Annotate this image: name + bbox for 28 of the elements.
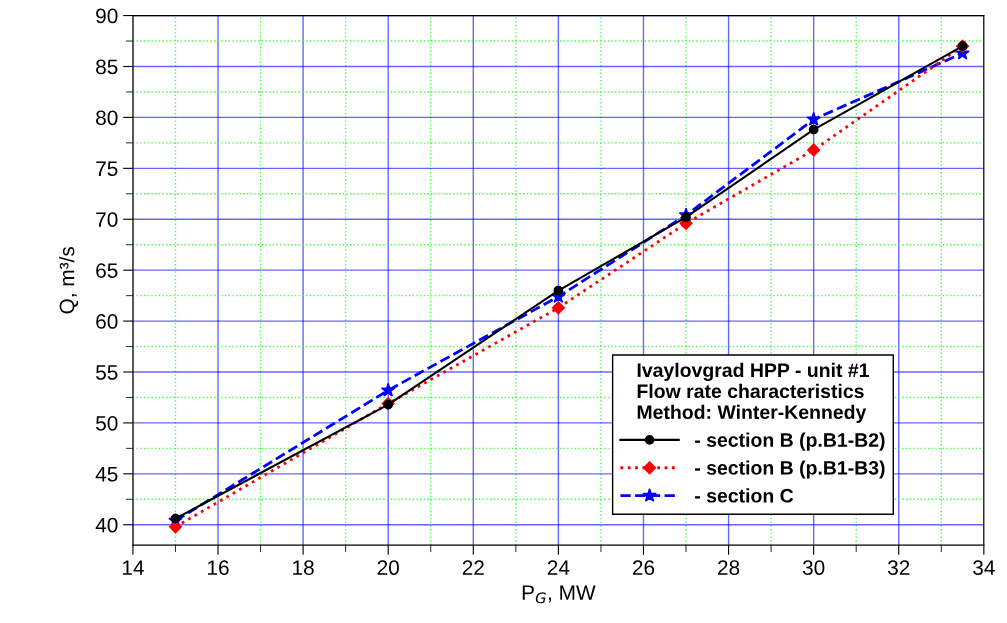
- legend-label: - section C: [695, 488, 794, 503]
- y-tick-label: 55: [96, 365, 118, 380]
- y-tick-label: 90: [96, 8, 118, 24]
- y-tick-label: 65: [96, 263, 118, 278]
- y-tick-label: 50: [96, 415, 118, 431]
- y-tick-label: 40: [95, 517, 118, 533]
- y-tick-label: 75: [96, 161, 118, 177]
- legend-label: - section B (p.B1-B3): [695, 460, 885, 479]
- x-tick-label: 30: [802, 560, 825, 576]
- y-tick-label: 60: [96, 314, 118, 329]
- x-tick-label: 16: [208, 560, 229, 576]
- legend-title: Ivaylovgrad HPP - unit #1 Flow rate characteristics Method: Winter-Kennedy: [637, 362, 869, 423]
- x-tick-label: 32: [887, 560, 910, 576]
- y-tick-label: 80: [96, 110, 118, 126]
- y-axis-title: Q, m³/s: [59, 246, 79, 314]
- x-tick-label: 26: [632, 560, 655, 576]
- x-tick-label: 28: [718, 560, 740, 576]
- x-tick-label: 20: [377, 560, 399, 576]
- x-tick-label: 18: [293, 560, 314, 576]
- y-tick-label: 45: [95, 467, 118, 482]
- x-tick-label: 24: [547, 560, 570, 575]
- legend-label: - section B (p.B1-B2): [695, 432, 885, 451]
- x-tick-label: 14: [122, 560, 144, 575]
- x-axis-title: P$_{G}$, MW: [522, 585, 596, 604]
- y-tick-label: 85: [96, 59, 118, 75]
- x-tick-label: 22: [462, 560, 484, 575]
- x-tick-label: 34: [973, 560, 995, 576]
- y-tick-label: 70: [96, 212, 118, 227]
